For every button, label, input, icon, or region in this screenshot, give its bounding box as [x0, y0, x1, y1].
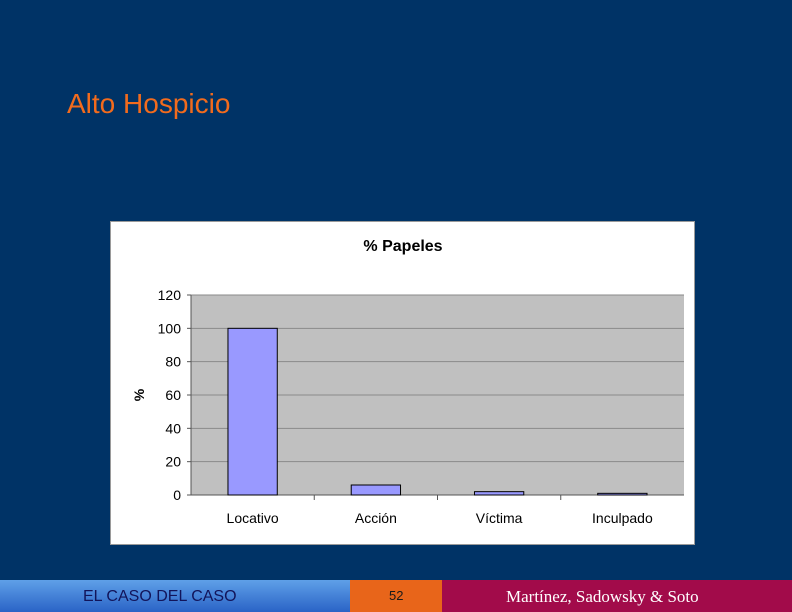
chart-panel: 0 20 40 60 80 100 120 Locativo Acción Víctima Incu…: [110, 221, 695, 545]
y-tick-label: 0: [173, 487, 181, 503]
y-tick-label: 80: [165, 354, 181, 370]
y-tick-label: 60: [165, 387, 181, 403]
bar-locativo: [227, 327, 278, 496]
y-tick-label: 20: [165, 454, 181, 470]
bar-chart: 0 20 40 60 80 100 120 Locativo Acción Víctima Incu…: [131, 238, 684, 526]
x-tick-label: Inculpado: [592, 510, 653, 526]
footer-authors: Martínez, Sadowsky & Soto: [442, 580, 792, 612]
page-number: 52: [350, 580, 442, 612]
bar-inculpado: [597, 492, 648, 496]
x-tick-label: Víctima: [476, 510, 523, 526]
y-axis-label: %: [131, 388, 147, 401]
y-tick-label: 120: [158, 287, 182, 303]
footer-title: EL CASO DEL CASO: [0, 580, 350, 612]
slide-title: Alto Hospicio: [67, 88, 231, 119]
bar-víctima: [473, 491, 525, 496]
footer-bar: EL CASO DEL CASO 52 Martínez, Sadowsky &…: [0, 580, 792, 612]
x-tick-label: Locativo: [227, 510, 279, 526]
y-tick-label: 40: [165, 420, 181, 436]
bar-acción: [350, 484, 402, 496]
x-tick-label: Acción: [355, 510, 397, 526]
y-tick-label: 100: [158, 320, 182, 336]
chart-title: % Papeles: [363, 238, 442, 255]
